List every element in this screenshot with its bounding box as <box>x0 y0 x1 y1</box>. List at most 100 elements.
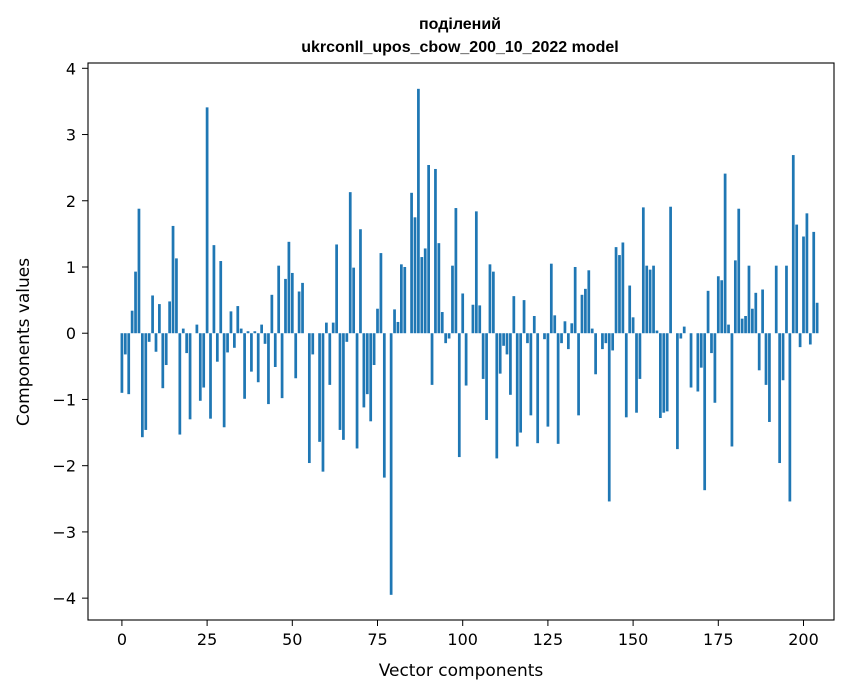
bar-164 <box>679 333 683 339</box>
bar-61 <box>328 333 332 385</box>
bar-55 <box>307 333 311 464</box>
x-axis-title: Vector components <box>379 661 544 681</box>
bar-95 <box>444 333 448 344</box>
y-tick-label-7: 3 <box>66 126 76 145</box>
y-tick-label-5: 1 <box>66 258 76 277</box>
y-tick-label-0: −4 <box>52 589 76 608</box>
bar-149 <box>628 285 632 334</box>
bar-187 <box>757 333 761 371</box>
bar-18 <box>181 328 185 334</box>
bar-92 <box>434 168 437 334</box>
bar-182 <box>740 318 744 334</box>
bar-19 <box>185 333 189 354</box>
bar-175 <box>716 276 720 334</box>
bar-116 <box>515 333 519 447</box>
bar-71 <box>362 333 366 408</box>
bar-17 <box>178 333 182 435</box>
bar-66 <box>345 333 349 342</box>
y-tick-label-3: −1 <box>52 390 76 409</box>
bar-65 <box>342 333 345 440</box>
bar-42 <box>263 333 267 344</box>
bar-134 <box>577 333 580 416</box>
bar-15 <box>171 225 175 334</box>
bar-183 <box>744 316 747 334</box>
chart-title-line2: ukrconll_upos_cbow_200_10_2022 model <box>301 39 618 56</box>
bar-12 <box>161 333 165 389</box>
bar-47 <box>280 333 284 399</box>
bar-148 <box>624 333 628 418</box>
y-tick-label-6: 2 <box>66 192 76 211</box>
bar-69 <box>355 333 359 449</box>
bar-151 <box>635 333 638 413</box>
bar-85 <box>410 192 413 334</box>
bar-198 <box>795 224 799 334</box>
bar-67 <box>348 192 352 334</box>
bar-139 <box>594 333 597 375</box>
bar-109 <box>492 271 495 334</box>
bar-11 <box>158 304 161 334</box>
bar-26 <box>209 333 212 419</box>
bar-126 <box>549 263 553 334</box>
bar-98 <box>454 208 458 334</box>
bar-119 <box>526 333 529 344</box>
bar-141 <box>601 333 604 350</box>
bar-94 <box>440 312 444 334</box>
bar-192 <box>774 265 778 334</box>
bar-171 <box>703 333 707 491</box>
bar-118 <box>522 300 526 334</box>
bar-9 <box>151 295 154 334</box>
bar-33 <box>233 333 236 348</box>
bar-200 <box>802 236 805 334</box>
bar-167 <box>689 333 693 388</box>
bars-group <box>120 88 819 595</box>
bar-169 <box>696 333 700 392</box>
bar-76 <box>379 253 383 334</box>
bar-142 <box>604 333 608 344</box>
x-tick-label-7: 175 <box>703 630 734 649</box>
bar-3 <box>130 310 134 334</box>
bar-179 <box>730 333 734 447</box>
bar-68 <box>352 267 356 334</box>
x-tick-label-0: 0 <box>117 630 127 649</box>
bar-22 <box>195 324 199 334</box>
bar-137 <box>587 270 591 334</box>
bar-40 <box>256 333 260 383</box>
bar-203 <box>812 231 816 334</box>
bar-83 <box>403 266 407 334</box>
chart-title-line1: поділений <box>419 16 501 33</box>
bar-88 <box>420 257 424 334</box>
bar-113 <box>505 333 509 355</box>
bar-50 <box>290 272 294 334</box>
bar-39 <box>253 331 257 334</box>
bar-58 <box>318 333 321 442</box>
bar-49 <box>287 241 291 334</box>
bar-110 <box>495 333 499 459</box>
bar-43 <box>267 333 270 405</box>
bar-29 <box>219 261 223 334</box>
bar-115 <box>512 296 516 334</box>
bar-173 <box>710 333 713 354</box>
bar-60 <box>325 322 328 334</box>
x-tick-label-8: 200 <box>788 630 819 649</box>
x-tick-label-4: 100 <box>447 630 478 649</box>
bar-6 <box>140 333 144 438</box>
bar-34 <box>236 306 240 334</box>
bar-103 <box>471 304 475 334</box>
bar-77 <box>382 333 386 478</box>
bar-111 <box>498 333 502 374</box>
y-axis-title: Components values <box>14 258 34 426</box>
bar-190 <box>768 333 771 422</box>
bar-180 <box>733 260 737 334</box>
bar-131 <box>566 333 570 350</box>
bar-165 <box>682 326 686 334</box>
y-axis-ticks: −4 −3 −2 −1 0 1 2 3 4 <box>52 59 88 608</box>
y-tick-label-2: −2 <box>52 457 76 476</box>
bar-46 <box>277 265 281 334</box>
bar-150 <box>631 317 635 334</box>
bar-48 <box>284 278 287 334</box>
bar-16 <box>175 258 178 334</box>
bar-44 <box>270 294 274 334</box>
bar-136 <box>584 288 587 334</box>
bar-105 <box>478 305 482 334</box>
